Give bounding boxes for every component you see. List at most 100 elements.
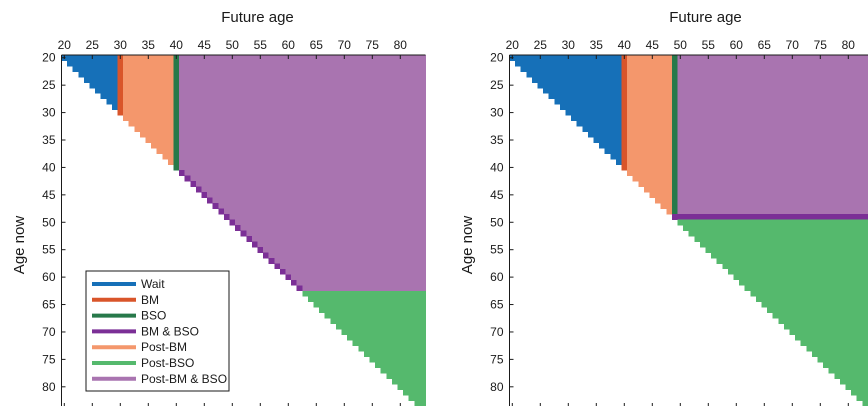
heatmap-cell [694, 115, 701, 122]
heatmap-cell [862, 142, 868, 149]
heatmap-cell [324, 208, 331, 215]
heatmap-cell [369, 104, 376, 111]
heatmap-cell [649, 120, 656, 127]
heatmap-cell [677, 120, 684, 127]
heatmap-cell [632, 164, 639, 171]
heatmap-cell [240, 142, 247, 149]
heatmap-cell [285, 98, 292, 105]
heatmap-cell [307, 104, 314, 111]
heatmap-cell [817, 60, 824, 67]
heatmap-cell [106, 60, 113, 67]
heatmap-cell [179, 142, 186, 149]
heatmap-cell [184, 109, 191, 116]
heatmap-cell [778, 263, 785, 270]
heatmap-cell [755, 230, 762, 237]
heatmap-cell [195, 115, 202, 122]
heatmap-cell [414, 345, 421, 352]
heatmap-cell [671, 82, 678, 89]
heatmap-cell [688, 159, 695, 166]
heatmap-cell [419, 301, 426, 308]
heatmap-cell [677, 65, 684, 72]
heatmap-cell [627, 148, 634, 155]
heatmap-cell [302, 87, 309, 94]
heatmap-cell [627, 137, 634, 144]
heatmap-cell [783, 318, 790, 325]
heatmap-cell [386, 148, 393, 155]
heatmap-cell [330, 170, 337, 176]
heatmap-cell [739, 87, 746, 94]
heatmap-cell [319, 225, 326, 231]
heatmap-cell [694, 181, 701, 187]
heatmap-cell [515, 55, 522, 61]
heatmap-cell [173, 87, 180, 94]
heatmap-cell [235, 55, 242, 61]
heatmap-cell [811, 307, 818, 314]
heatmap-cell [302, 55, 309, 61]
heatmap-cell [677, 197, 684, 204]
heatmap-cell [375, 60, 382, 67]
heatmap-cell [739, 65, 746, 72]
heatmap-cell [660, 82, 667, 89]
heatmap-cell [845, 312, 852, 319]
heatmap-cell [235, 104, 242, 111]
heatmap-cell [403, 362, 410, 368]
heatmap-cell [839, 241, 846, 248]
heatmap-cell [823, 235, 830, 242]
heatmap-cell [235, 214, 242, 220]
heatmap-cell [375, 104, 382, 111]
heatmap-cell [106, 76, 113, 83]
heatmap-cell [419, 312, 426, 319]
heatmap-cell [296, 208, 303, 215]
heatmap-cell [341, 175, 348, 182]
heatmap-cell [375, 318, 382, 325]
heatmap-cell [783, 93, 790, 100]
heatmap-cell [285, 82, 292, 89]
heatmap-cell [251, 142, 258, 149]
heatmap-cell [375, 362, 382, 368]
heatmap-cell [414, 203, 421, 209]
heatmap-cell [800, 323, 807, 330]
heatmap-cell [839, 71, 846, 78]
heatmap-cell [263, 252, 270, 259]
heatmap-cell [845, 197, 852, 204]
heatmap-cell [386, 323, 393, 330]
heatmap-cell [218, 60, 225, 67]
heatmap-cell [380, 318, 387, 325]
heatmap-cell [195, 120, 202, 127]
heatmap-cell [397, 279, 404, 286]
heatmap-cell [694, 65, 701, 72]
heatmap-cell [811, 252, 818, 259]
heatmap-cell [380, 340, 387, 347]
heatmap-cell [733, 246, 740, 253]
heatmap-cell [739, 98, 746, 105]
heatmap-cell [375, 225, 382, 231]
heatmap-cell [828, 257, 835, 264]
heatmap-cell [347, 126, 354, 133]
heatmap-cell [739, 181, 746, 187]
heatmap-cell [660, 148, 667, 155]
heatmap-cell [727, 197, 734, 204]
heatmap-cell [391, 181, 398, 187]
heatmap-cell [352, 60, 359, 67]
heatmap-cell [789, 148, 796, 155]
heatmap-cell [296, 279, 303, 286]
heatmap-cell [319, 241, 326, 248]
heatmap-cell [408, 197, 415, 204]
heatmap-cell [739, 257, 746, 264]
heatmap-cell [369, 153, 376, 160]
heatmap-cell [341, 109, 348, 116]
heatmap-cell [593, 76, 600, 83]
heatmap-cell [240, 153, 247, 160]
heatmap-cell [251, 230, 258, 237]
heatmap-cell [212, 181, 219, 187]
heatmap-cell [335, 290, 342, 297]
heatmap-cell [391, 301, 398, 308]
heatmap-cell [285, 159, 292, 166]
heatmap-cell [352, 285, 359, 292]
heatmap-cell [251, 98, 258, 105]
heatmap-cell [408, 120, 415, 127]
heatmap-cell [688, 142, 695, 149]
heatmap-cell [403, 235, 410, 242]
heatmap-cell [677, 98, 684, 105]
